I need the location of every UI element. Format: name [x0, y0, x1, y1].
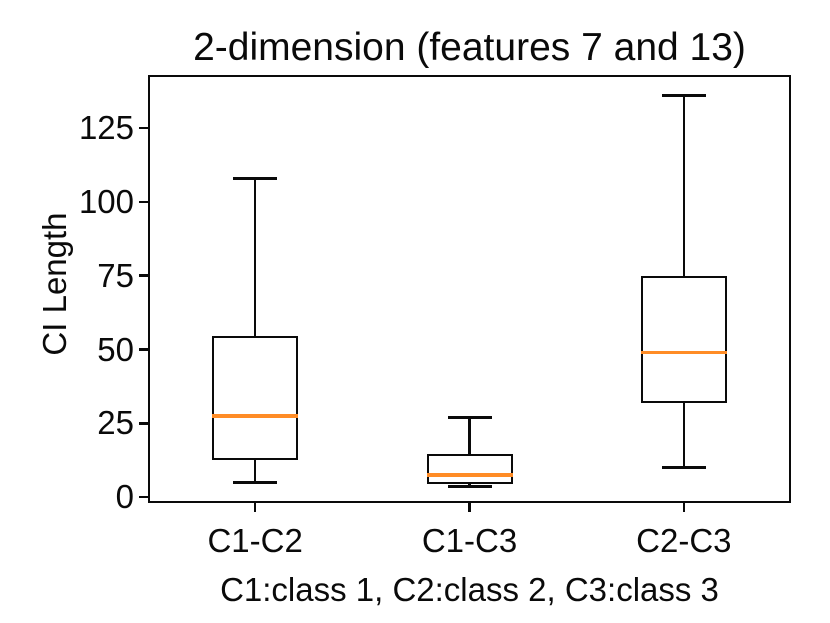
box [426, 454, 513, 484]
y-tick [139, 495, 148, 499]
lower-whisker-line [682, 402, 686, 468]
y-tick [139, 348, 148, 351]
upper-whisker-cap [233, 176, 278, 180]
y-tick [139, 200, 148, 204]
median-line [640, 350, 727, 355]
x-tick-label: C1-C3 [421, 522, 518, 559]
y-tick-label: 25 [97, 404, 134, 442]
upper-whisker-line [468, 417, 471, 455]
x-tick [253, 503, 257, 512]
y-tick [139, 274, 148, 277]
y-tick-label: 125 [78, 109, 134, 147]
y-tick-label: 75 [97, 256, 134, 294]
lower-whisker-cap [661, 466, 706, 470]
y-tick [139, 422, 148, 425]
upper-whisker-line [253, 178, 257, 337]
median-line [426, 473, 513, 477]
upper-whisker-line [682, 95, 686, 276]
x-tick-label: C2-C3 [636, 522, 732, 559]
x-tick [682, 503, 686, 512]
y-tick-label: 0 [115, 478, 134, 516]
box [640, 275, 727, 403]
lower-whisker-line [253, 460, 257, 483]
lower-whisker-cap [447, 485, 492, 489]
y-tick [139, 126, 148, 130]
x-tick-label: C1-C2 [207, 522, 303, 559]
lower-whisker-cap [233, 480, 278, 484]
x-tick [468, 503, 471, 512]
chart-title: 2-dimension (features 7 and 13) [193, 26, 746, 69]
box [212, 336, 299, 461]
median-line [212, 414, 299, 418]
x-axis-label: C1:class 1, C2:class 2, C3:class 3 [220, 571, 719, 608]
upper-whisker-cap [661, 94, 706, 98]
upper-whisker-cap [447, 415, 492, 419]
y-tick-label: 50 [97, 330, 134, 368]
y-tick-label: 100 [78, 182, 134, 220]
